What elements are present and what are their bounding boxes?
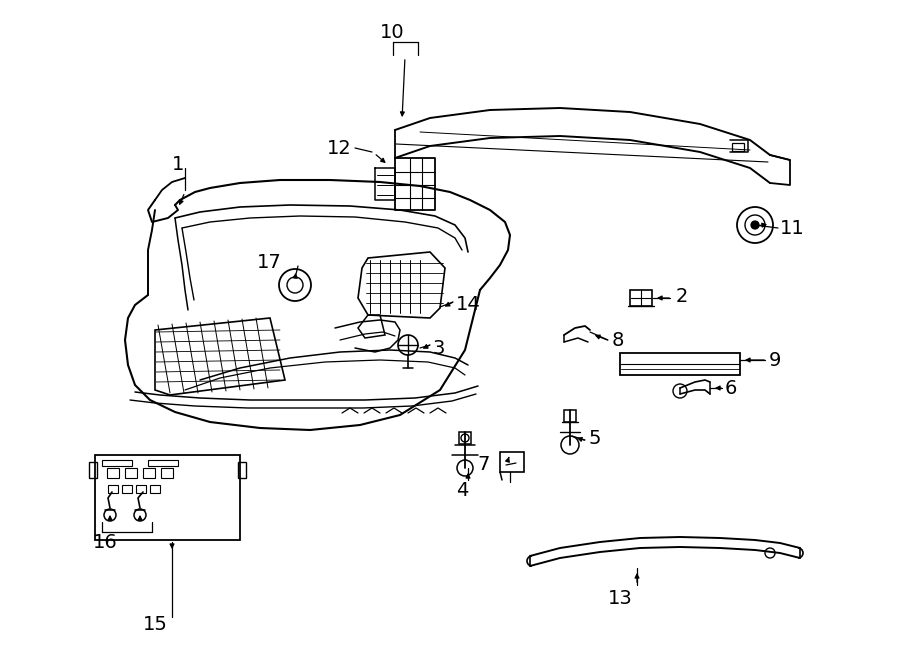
Bar bbox=[102, 460, 132, 466]
Text: 5: 5 bbox=[588, 428, 600, 447]
Bar bbox=[564, 410, 576, 422]
Bar bbox=[620, 353, 740, 375]
Text: 8: 8 bbox=[612, 330, 625, 350]
Bar bbox=[459, 432, 471, 444]
Bar bbox=[238, 462, 246, 478]
Bar bbox=[136, 485, 146, 493]
Bar bbox=[150, 485, 160, 493]
Bar bbox=[500, 452, 524, 472]
Bar bbox=[95, 455, 240, 540]
Bar bbox=[89, 462, 97, 478]
Text: 9: 9 bbox=[769, 350, 781, 369]
Text: 3: 3 bbox=[433, 338, 446, 358]
Bar bbox=[148, 460, 178, 466]
Text: 15: 15 bbox=[142, 615, 167, 635]
Text: 7: 7 bbox=[478, 455, 490, 475]
Bar bbox=[125, 468, 137, 478]
Text: 10: 10 bbox=[380, 22, 404, 42]
Bar bbox=[107, 468, 119, 478]
Text: 6: 6 bbox=[725, 379, 737, 397]
Bar bbox=[108, 485, 118, 493]
Text: 14: 14 bbox=[456, 295, 481, 315]
Text: 2: 2 bbox=[676, 286, 688, 305]
Bar bbox=[143, 468, 155, 478]
Bar bbox=[161, 468, 173, 478]
Text: 12: 12 bbox=[328, 139, 352, 157]
Circle shape bbox=[751, 221, 759, 229]
Text: 4: 4 bbox=[455, 481, 468, 500]
Text: 13: 13 bbox=[608, 588, 633, 607]
Text: 16: 16 bbox=[93, 533, 117, 553]
Bar bbox=[122, 485, 132, 493]
Text: 11: 11 bbox=[780, 219, 805, 237]
Text: 1: 1 bbox=[172, 155, 184, 175]
Bar bbox=[732, 143, 744, 151]
Bar bbox=[630, 290, 652, 306]
Text: 17: 17 bbox=[257, 253, 282, 272]
